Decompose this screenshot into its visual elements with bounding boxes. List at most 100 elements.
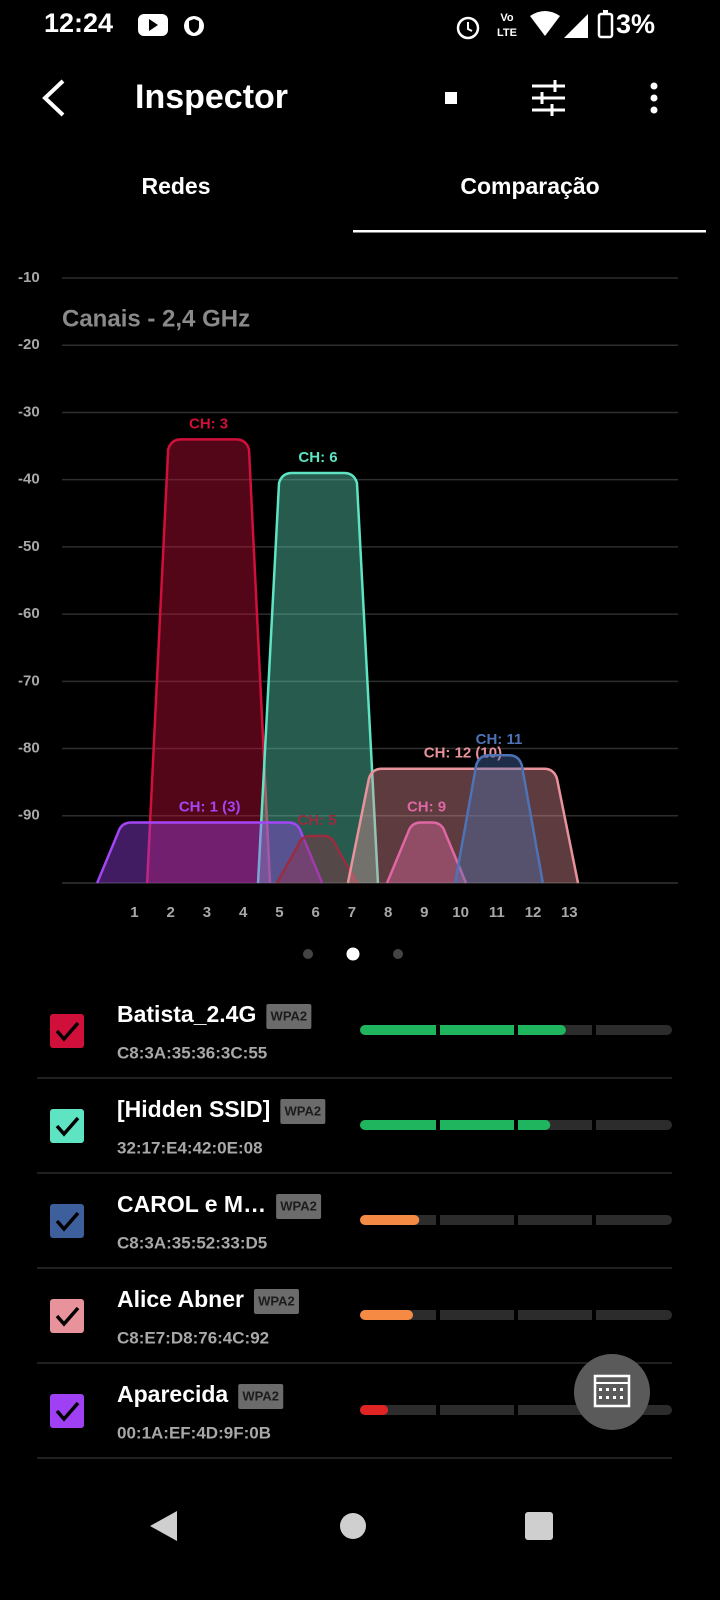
signal-bar bbox=[360, 1405, 389, 1415]
signal-gap bbox=[514, 1024, 518, 1036]
channel-label: CH: 1 (3) bbox=[179, 798, 241, 815]
signal-gap bbox=[592, 1024, 596, 1036]
signal-bar bbox=[360, 1310, 414, 1320]
signal-gap bbox=[592, 1309, 596, 1321]
y-tick-label: -90 bbox=[18, 807, 40, 824]
y-tick-label: -10 bbox=[18, 269, 40, 286]
signal-bar bbox=[360, 1120, 551, 1130]
checkmark bbox=[55, 1021, 80, 1042]
x-tick-label: 7 bbox=[348, 904, 356, 921]
y-tick-label: -70 bbox=[18, 672, 40, 689]
x-tick-label: 11 bbox=[489, 904, 505, 921]
signal-gap bbox=[514, 1119, 518, 1131]
channel-shape bbox=[95, 821, 324, 884]
filter-button[interactable] bbox=[532, 80, 565, 116]
back-button[interactable] bbox=[42, 79, 65, 117]
checkbox[interactable] bbox=[50, 1109, 84, 1143]
checkbox[interactable] bbox=[50, 1299, 84, 1333]
fab-button[interactable] bbox=[574, 1354, 650, 1430]
signal-icon bbox=[564, 14, 588, 38]
channel-shape bbox=[275, 834, 359, 884]
app-title: Inspector bbox=[135, 78, 288, 116]
security-label: WPA2 bbox=[285, 1103, 322, 1118]
y-tick-label: -40 bbox=[18, 471, 40, 488]
channel-shape bbox=[385, 821, 468, 884]
shield-icon bbox=[184, 16, 204, 36]
checkbox[interactable] bbox=[50, 1394, 84, 1428]
bssid: C8:E7:D8:76:4C:92 bbox=[117, 1328, 269, 1347]
signal-gap bbox=[514, 1404, 518, 1416]
page-indicator bbox=[303, 947, 403, 961]
x-tick-label: 2 bbox=[167, 904, 175, 921]
x-tick-label: 5 bbox=[275, 904, 283, 921]
checkbox[interactable] bbox=[50, 1014, 84, 1048]
tab[interactable]: Comparação bbox=[460, 173, 599, 199]
nav-recents[interactable] bbox=[525, 1512, 553, 1540]
security-label: WPA2 bbox=[258, 1293, 295, 1308]
nav-back[interactable] bbox=[150, 1511, 177, 1541]
x-tick-label: 1 bbox=[130, 904, 138, 921]
security-badge bbox=[253, 1289, 299, 1314]
stop-button[interactable] bbox=[445, 92, 457, 104]
y-tick-label: -80 bbox=[18, 740, 40, 757]
checkbox-box bbox=[50, 1109, 84, 1143]
y-tick-label: -50 bbox=[18, 538, 40, 555]
signal-gap bbox=[436, 1024, 440, 1036]
x-tick-label: 4 bbox=[239, 904, 248, 921]
ssid: CAROL e M… bbox=[117, 1191, 266, 1217]
signal-bar bbox=[360, 1215, 420, 1225]
ssid: [Hidden SSID] bbox=[117, 1096, 270, 1122]
bssid: 00:1A:EF:4D:9F:0B bbox=[117, 1423, 271, 1442]
signal-gap bbox=[436, 1404, 440, 1416]
bssid: 32:17:E4:42:0E:08 bbox=[117, 1138, 263, 1157]
signal-gap bbox=[436, 1309, 440, 1321]
nav-bar bbox=[0, 1488, 720, 1600]
tab[interactable]: Redes bbox=[141, 173, 210, 199]
signal-bar bbox=[360, 1025, 566, 1035]
security-badge bbox=[280, 1099, 326, 1124]
more-button[interactable] bbox=[650, 82, 658, 114]
checkbox[interactable] bbox=[50, 1204, 84, 1238]
y-tick-label: -30 bbox=[18, 403, 40, 420]
channel-chart: Canais - 2,4 GHz -10 -20 -30 -40 -50 -60 -70 -8… bbox=[18, 269, 678, 921]
channel-label: CH: 3 bbox=[189, 415, 228, 432]
channel-label: CH: 9 bbox=[407, 798, 446, 815]
chart-title: Canais - 2,4 GHz bbox=[62, 305, 250, 332]
channel-label: CH: 5 bbox=[297, 812, 336, 829]
x-tick-label: 13 bbox=[561, 904, 578, 921]
channel-shape bbox=[453, 754, 545, 884]
signal-gap bbox=[592, 1119, 596, 1131]
security-badge bbox=[276, 1194, 322, 1219]
wifi-icon bbox=[530, 11, 560, 36]
battery-level: 3% bbox=[616, 9, 655, 39]
checkmark bbox=[55, 1401, 80, 1422]
y-tick-label: -20 bbox=[18, 336, 40, 353]
bssid: C8:3A:35:36:3C:55 bbox=[117, 1043, 267, 1062]
clock: 12:24 bbox=[44, 8, 113, 38]
signal-gap bbox=[514, 1309, 518, 1321]
alarm-icon bbox=[456, 16, 480, 40]
ssid: Batista_2.4G bbox=[117, 1001, 256, 1027]
signal-gap bbox=[436, 1119, 440, 1131]
signal-gap bbox=[436, 1214, 440, 1226]
security-label: WPA2 bbox=[242, 1388, 279, 1403]
x-tick-label: 10 bbox=[452, 904, 469, 921]
y-tick-label: -60 bbox=[18, 605, 40, 622]
security-label: WPA2 bbox=[271, 1008, 308, 1023]
bssid: C8:3A:35:52:33:D5 bbox=[117, 1233, 267, 1252]
ssid: Aparecida bbox=[117, 1381, 228, 1407]
tab-indicator bbox=[353, 230, 706, 233]
x-tick-label: 6 bbox=[311, 904, 319, 921]
channel-shape bbox=[145, 438, 272, 884]
x-tick-label: 3 bbox=[203, 904, 211, 921]
x-tick-label: 12 bbox=[525, 904, 542, 921]
signal-gap bbox=[514, 1214, 518, 1226]
battery-icon bbox=[597, 10, 614, 39]
channel-label: CH: 11 bbox=[476, 731, 523, 748]
security-badge bbox=[266, 1004, 312, 1029]
nav-home[interactable] bbox=[340, 1513, 366, 1539]
checkbox-box bbox=[50, 1014, 84, 1048]
x-tick-label: 8 bbox=[384, 904, 392, 921]
